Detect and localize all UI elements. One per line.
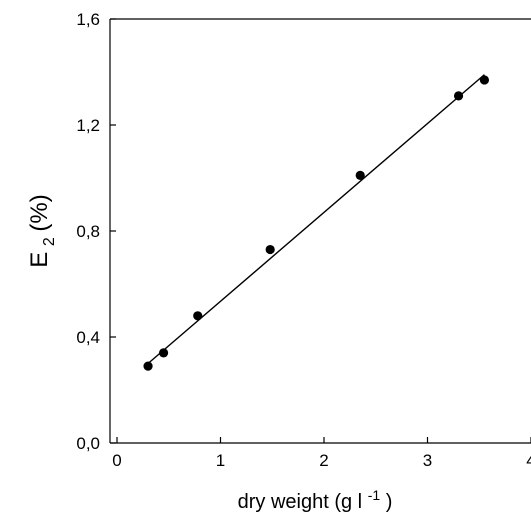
x-axis-label-suffix: ) xyxy=(386,491,393,513)
y-axis-label: E 2 (%) xyxy=(26,194,59,267)
x-tick-label: 4 xyxy=(526,451,531,470)
tick-labels: 0 1 2 3 4 0,0 0,4 0,8 1,2 1,6 xyxy=(76,10,531,470)
y-axis-label-subscript: 2 xyxy=(41,237,58,246)
data-point xyxy=(479,75,490,85)
x-tick-label: 2 xyxy=(319,451,328,470)
x-axis-label: dry weight (g l -1 ) xyxy=(238,483,393,513)
y-tick-label: 1,2 xyxy=(76,116,100,135)
y-tick-label: 0,0 xyxy=(76,434,100,453)
y-axis-label-main: E xyxy=(26,252,53,268)
y-tick-label: 1,6 xyxy=(76,10,100,29)
fit-line xyxy=(147,74,485,365)
y-axis-label-group: E 2 (%) xyxy=(26,194,59,267)
data-point xyxy=(158,348,169,358)
data-point xyxy=(265,244,275,255)
x-tick-label: 3 xyxy=(423,451,432,470)
x-tick-label: 0 xyxy=(112,451,121,470)
y-axis-label-suffix: (%) xyxy=(26,194,53,231)
x-axis-label-superscript: -1 xyxy=(368,487,381,503)
data-point xyxy=(143,361,153,371)
y-tick-label: 0,8 xyxy=(76,222,100,241)
series-layer xyxy=(143,74,490,371)
data-point xyxy=(193,311,203,321)
x-axis-label-main: dry weight (g l xyxy=(238,491,363,513)
x-tick-label: 1 xyxy=(216,451,225,470)
data-point xyxy=(453,91,464,101)
axis-ticks xyxy=(110,18,531,444)
data-point xyxy=(355,170,365,180)
plot-frame xyxy=(109,18,531,444)
y-tick-label: 0,4 xyxy=(76,328,100,347)
